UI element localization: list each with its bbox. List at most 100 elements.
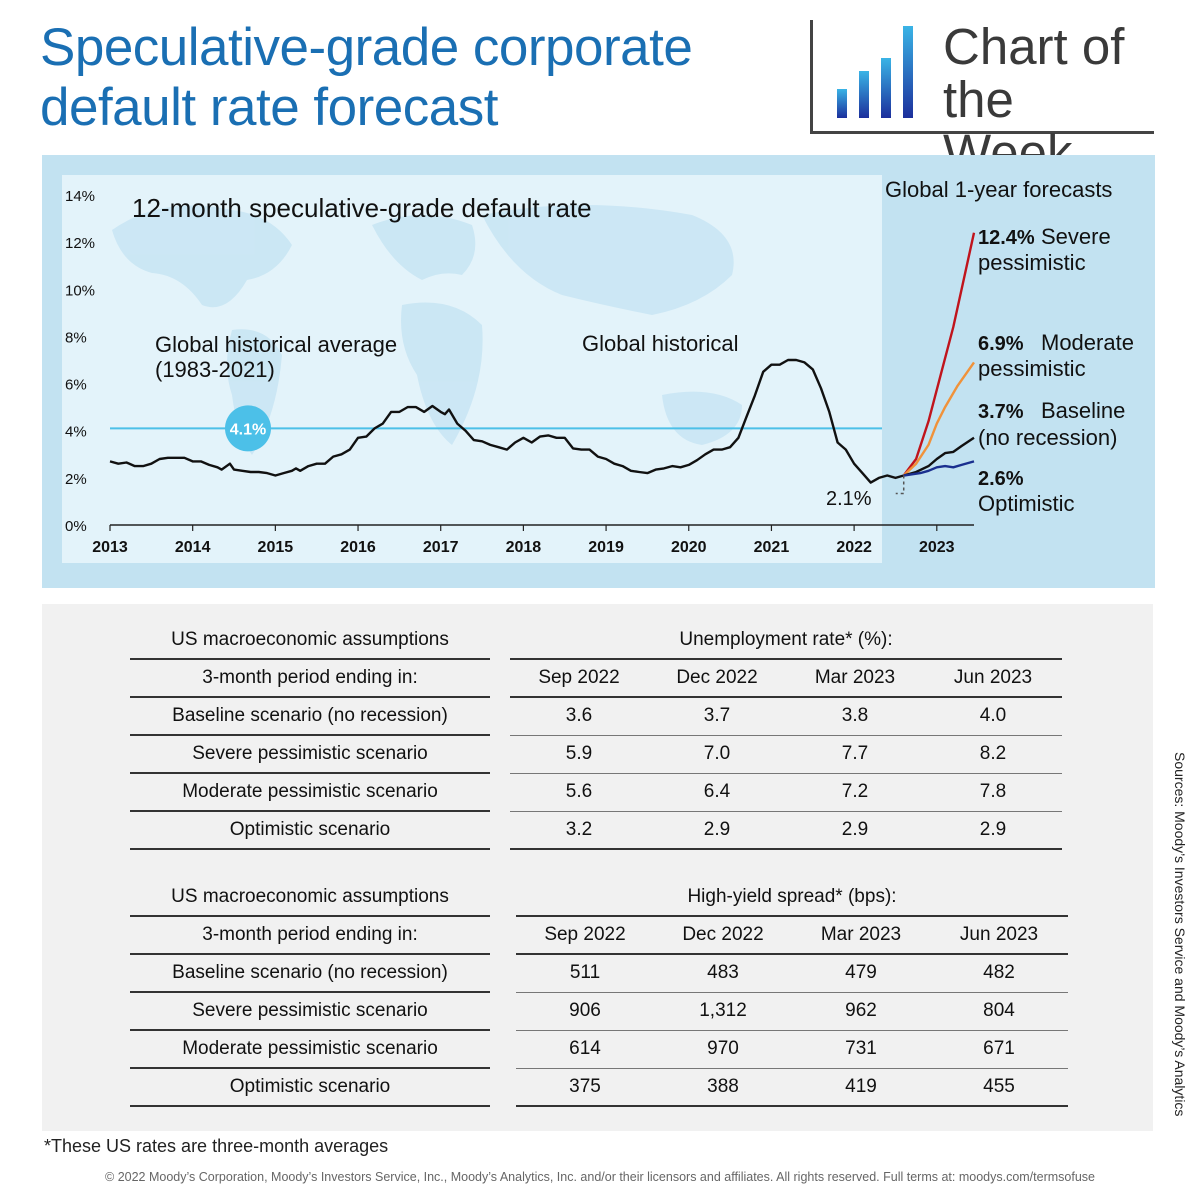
- table-cell: 731: [792, 1030, 930, 1069]
- table-row: Severe pessimistic scenario 906 1,312 96…: [130, 992, 1068, 1031]
- x-tick-label: 2020: [671, 539, 707, 556]
- historical-average-marker: [225, 405, 271, 452]
- historical-series-label: Global historical: [582, 331, 739, 356]
- forecast-series-label: Moderate: [1041, 330, 1134, 355]
- series-line: [902, 361, 975, 477]
- table-period-header: 3-month period ending in:: [130, 916, 490, 955]
- column-header: Mar 2023: [792, 916, 930, 955]
- x-tick-label: 2014: [175, 539, 211, 556]
- forecast-value-label: 12.4%: [978, 227, 1035, 249]
- table-cell: 5.9: [510, 735, 648, 774]
- table-row: Moderate pessimistic scenario 614 970 73…: [130, 1030, 1068, 1069]
- x-tick-label: 2022: [836, 539, 872, 556]
- table-cell: 1,312: [654, 992, 792, 1031]
- series-line: [109, 358, 905, 484]
- table-row: Baseline scenario (no recession) 3.6 3.7…: [130, 697, 1062, 736]
- row-label: Optimistic scenario: [130, 1068, 490, 1107]
- x-tick-label: 2016: [340, 539, 376, 556]
- column-header: Jun 2023: [930, 916, 1068, 955]
- row-label: Severe pessimistic scenario: [130, 735, 490, 774]
- column-header: Sep 2022: [510, 659, 648, 698]
- table-cell: 962: [792, 992, 930, 1031]
- y-tick-label: 10%: [65, 282, 95, 299]
- table-cell: 8.2: [924, 735, 1062, 774]
- unemployment-table: US macroeconomic assumptions Unemploymen…: [130, 622, 1062, 850]
- y-tick-label: 12%: [65, 235, 95, 252]
- sources-text: Sources: Moody’s Investors Service and M…: [1172, 752, 1188, 1117]
- copyright-notice: © 2022 Moody’s Corporation, Moody’s Inve…: [105, 1170, 1095, 1184]
- row-label: Moderate pessimistic scenario: [130, 1030, 490, 1069]
- forecast-title: Global 1-year forecasts: [885, 177, 1112, 202]
- historical-average-label: Global historical average: [155, 332, 397, 357]
- column-header: Sep 2022: [516, 916, 654, 955]
- series-line: [903, 460, 975, 477]
- table-label-header: US macroeconomic assumptions: [130, 879, 490, 917]
- x-tick-label: 2013: [92, 539, 128, 556]
- y-tick-label: 8%: [65, 329, 87, 346]
- bar-chart-logo-icon: [837, 26, 913, 118]
- table-metric-header: Unemployment rate* (%):: [510, 622, 1062, 660]
- table-cell: 3.2: [510, 811, 648, 850]
- world-map-decoration: [112, 205, 742, 455]
- table-cell: 804: [930, 992, 1068, 1031]
- chart-panel: 0% 2% 4% 6% 8% 10% 12% 14% 2013 2014 2015 2016 2017 2…: [42, 155, 1155, 588]
- table-row: Baseline scenario (no recession) 511 483…: [130, 954, 1068, 993]
- title-line-1: Speculative-grade corporate: [40, 18, 693, 77]
- chart-title: 12-month speculative-grade default rate: [132, 193, 592, 223]
- table-cell: 3.7: [648, 697, 786, 736]
- historical-average-label: (1983-2021): [155, 357, 275, 382]
- forecast-series-label: pessimistic: [978, 250, 1086, 275]
- forecast-series-label: pessimistic: [978, 356, 1086, 381]
- forecast-series-label: (no recession): [978, 425, 1117, 450]
- last-actual-leader: [895, 475, 905, 495]
- table-row: Moderate pessimistic scenario 5.6 6.4 7.…: [130, 773, 1062, 812]
- table-cell: 375: [516, 1068, 654, 1107]
- forecast-series-label: Severe: [1041, 224, 1111, 249]
- chart-of-the-week-text: Chart of the Week: [943, 20, 1154, 179]
- table-cell: 970: [654, 1030, 792, 1069]
- chart-of-the-week-badge: Chart of the Week: [810, 20, 1154, 179]
- default-rate-chart: 0% 2% 4% 6% 8% 10% 12% 14% 2013 2014 2015 2016 2017 2…: [62, 175, 1155, 588]
- series-line: [903, 436, 975, 477]
- forecast-value-label: 2.6%: [978, 468, 1024, 490]
- sources-note: Sources: Moody’s Investors Service and M…: [1172, 752, 1190, 1116]
- x-tick-label: 2018: [506, 539, 542, 556]
- last-actual-label: 2.1%: [826, 488, 872, 510]
- table-row: Optimistic scenario 3.2 2.9 2.9 2.9: [130, 811, 1062, 850]
- row-label: Severe pessimistic scenario: [130, 992, 490, 1031]
- table-cell: 479: [792, 954, 930, 993]
- historical-average-value: 4.1%: [230, 421, 266, 438]
- row-label: Optimistic scenario: [130, 811, 490, 850]
- row-label: Baseline scenario (no recession): [130, 954, 490, 993]
- table-cell: 2.9: [924, 811, 1062, 850]
- column-header: Dec 2022: [648, 659, 786, 698]
- forecast-value-label: 6.9%: [978, 333, 1024, 355]
- y-tick-label: 14%: [65, 188, 95, 205]
- table-cell: 483: [654, 954, 792, 993]
- table-cell: 7.7: [786, 735, 924, 774]
- table-cell: 671: [930, 1030, 1068, 1069]
- table-cell: 614: [516, 1030, 654, 1069]
- x-tick-label: 2023: [919, 539, 955, 556]
- table-cell: 2.9: [648, 811, 786, 850]
- x-tick-label: 2021: [754, 539, 790, 556]
- table-cell: 6.4: [648, 773, 786, 812]
- y-tick-label: 0%: [65, 518, 87, 535]
- footnote: *These US rates are three-month averages: [44, 1136, 389, 1156]
- row-label: Moderate pessimistic scenario: [130, 773, 490, 812]
- table-cell: 7.0: [648, 735, 786, 774]
- table-metric-header: High-yield spread* (bps):: [516, 879, 1068, 917]
- table-cell: 5.6: [510, 773, 648, 812]
- badge-line-1: Chart of: [943, 18, 1125, 75]
- table-cell: 419: [792, 1068, 930, 1107]
- series-line: [902, 232, 976, 477]
- y-tick-label: 2%: [65, 471, 87, 488]
- x-tick-label: 2017: [423, 539, 459, 556]
- table-row: Severe pessimistic scenario 5.9 7.0 7.7 …: [130, 735, 1062, 774]
- table-cell: 4.0: [924, 697, 1062, 736]
- title-line-2: default rate forecast: [40, 78, 498, 137]
- table-cell: 3.6: [510, 697, 648, 736]
- y-tick-label: 4%: [65, 424, 87, 441]
- forecast-series-label: Optimistic: [978, 491, 1075, 516]
- table-cell: 2.9: [786, 811, 924, 850]
